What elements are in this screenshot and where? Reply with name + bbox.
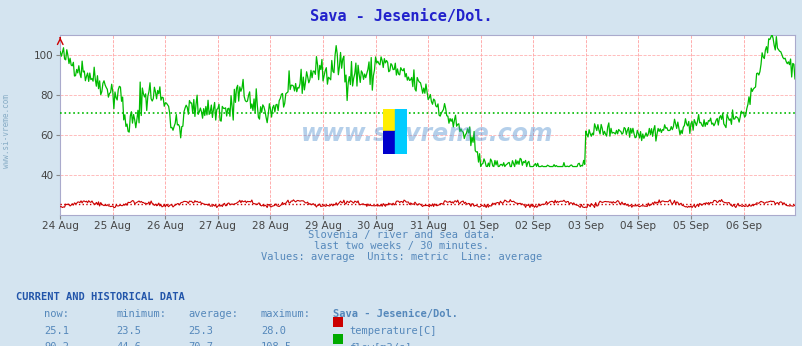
Text: Sava - Jesenice/Dol.: Sava - Jesenice/Dol. [333,309,458,319]
Text: 90.2: 90.2 [44,342,69,346]
Text: www.si-vreme.com: www.si-vreme.com [301,121,553,146]
Text: now:: now: [44,309,69,319]
Text: minimum:: minimum: [116,309,166,319]
Bar [395,131,407,154]
Text: flow[m3/s]: flow[m3/s] [349,342,411,346]
Text: last two weeks / 30 minutes.: last two weeks / 30 minutes. [314,241,488,251]
Bar [395,109,407,131]
Text: 25.1: 25.1 [44,326,69,336]
Bar [383,131,395,154]
Bar [383,109,395,131]
Text: 23.5: 23.5 [116,326,141,336]
Text: average:: average: [188,309,238,319]
Text: 108.5: 108.5 [261,342,292,346]
Text: Slovenia / river and sea data.: Slovenia / river and sea data. [307,230,495,240]
Text: 28.0: 28.0 [261,326,286,336]
Text: 25.3: 25.3 [188,326,213,336]
Text: Sava - Jesenice/Dol.: Sava - Jesenice/Dol. [310,9,492,24]
Text: temperature[C]: temperature[C] [349,326,436,336]
Text: www.si-vreme.com: www.si-vreme.com [2,94,11,169]
Text: 70.7: 70.7 [188,342,213,346]
Text: CURRENT AND HISTORICAL DATA: CURRENT AND HISTORICAL DATA [16,292,184,302]
Text: Values: average  Units: metric  Line: average: Values: average Units: metric Line: aver… [261,252,541,262]
Text: 44.6: 44.6 [116,342,141,346]
Text: maximum:: maximum: [261,309,310,319]
